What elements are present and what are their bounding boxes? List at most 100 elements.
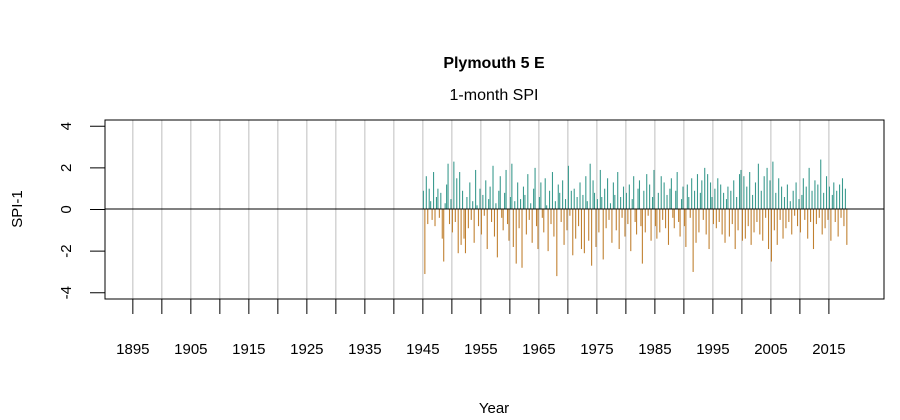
spi-bar xyxy=(769,180,771,210)
spi-bar xyxy=(547,209,549,252)
spi-bar xyxy=(520,199,522,210)
spi-bar xyxy=(459,172,461,210)
spi-bar xyxy=(530,203,532,210)
spi-bar xyxy=(517,182,519,210)
spi-bar xyxy=(657,192,659,210)
spi-bar xyxy=(493,209,496,237)
spi-bar xyxy=(720,184,722,210)
spi-bar xyxy=(476,205,478,210)
spi-bar xyxy=(646,174,648,210)
spi-bar xyxy=(451,209,453,233)
spi-bar xyxy=(609,203,612,210)
spi-bar xyxy=(553,209,555,237)
spi-bar xyxy=(714,188,716,210)
spi-bar xyxy=(660,176,662,210)
spi-bar xyxy=(538,197,540,210)
spi-bar xyxy=(759,209,761,235)
spi-bar xyxy=(456,178,458,210)
spi-bar xyxy=(522,186,525,210)
spi-bar xyxy=(638,180,641,210)
spi-bar xyxy=(833,182,835,210)
spi-bar xyxy=(541,209,543,218)
spi-bar xyxy=(612,182,614,210)
spi-bar xyxy=(595,209,597,247)
spi-bar xyxy=(737,209,739,231)
spi-bar xyxy=(680,199,683,210)
spi-bar xyxy=(501,209,503,218)
spi-bar xyxy=(498,190,500,210)
spi-bar xyxy=(546,205,548,210)
spi-bar xyxy=(812,209,815,250)
spi-bar xyxy=(841,178,844,210)
spi-bar xyxy=(770,209,772,262)
spi-bar xyxy=(505,169,507,210)
spi-bar xyxy=(586,201,588,210)
spi-bar xyxy=(678,209,680,222)
spi-bar xyxy=(679,209,681,237)
spi-bar xyxy=(512,209,514,247)
y-axis: 4 2 0 -2 -4 xyxy=(58,122,105,299)
spi-bar xyxy=(560,209,562,222)
spi-bar xyxy=(821,209,823,235)
spi-bar xyxy=(563,209,565,245)
spi-bar xyxy=(801,194,803,210)
spi-bar xyxy=(712,209,714,225)
spi-bar xyxy=(694,190,696,210)
spi-bar xyxy=(659,209,661,233)
spi-bar xyxy=(549,190,551,210)
spi-bar xyxy=(834,209,836,222)
spi-bar xyxy=(564,199,567,210)
spi-bar xyxy=(437,188,439,210)
spi-bar xyxy=(750,209,752,245)
chart-subtitle: 1-month SPI xyxy=(450,87,539,104)
spi-bar xyxy=(491,209,493,222)
spi-bar xyxy=(486,209,488,250)
spi-bar xyxy=(514,201,516,210)
spi-bar xyxy=(844,188,846,210)
spi-bar xyxy=(559,192,561,210)
spi-bar xyxy=(524,194,526,210)
spi-bar xyxy=(669,188,671,210)
spi-bar xyxy=(585,176,587,210)
spi-bar xyxy=(760,190,762,210)
spi-bar xyxy=(708,209,710,250)
spi-bar xyxy=(724,209,726,243)
spi-bar xyxy=(566,209,568,231)
spi-bar xyxy=(778,178,780,210)
x-tick-label: 1925 xyxy=(290,341,323,358)
x-tick-label: 1915 xyxy=(232,341,265,358)
spi-bar xyxy=(460,209,462,245)
spi-bar xyxy=(485,180,487,210)
x-tick-label: 1985 xyxy=(638,341,671,358)
spi-bar xyxy=(752,194,754,210)
spi-bar xyxy=(441,209,443,239)
spi-bar xyxy=(475,169,477,210)
spi-bar xyxy=(792,190,794,210)
spi-bar xyxy=(767,209,770,250)
spi-bar xyxy=(836,190,838,210)
spi-bar xyxy=(641,209,643,264)
spi-bar xyxy=(785,209,787,229)
y-tick-label: 0 xyxy=(58,205,75,213)
spi-bar xyxy=(702,209,704,220)
spi-bar xyxy=(662,209,664,220)
spi-bar xyxy=(653,169,655,210)
spi-bar xyxy=(575,209,577,239)
spi-bar xyxy=(438,209,440,218)
spi-bar xyxy=(776,209,778,245)
spi-bar xyxy=(698,209,700,233)
spi-bar xyxy=(691,178,693,210)
spi-bar xyxy=(511,163,513,210)
spi-bar xyxy=(624,209,626,237)
spi-bar xyxy=(754,182,757,210)
spi-bar xyxy=(611,209,613,243)
spi-bar xyxy=(440,192,442,210)
x-tick-label: 1945 xyxy=(406,341,439,358)
spi-bar xyxy=(649,184,651,210)
spi-bar xyxy=(779,209,781,220)
spi-bar xyxy=(630,209,632,252)
spi-bar xyxy=(718,209,720,222)
spi-bar xyxy=(730,190,732,210)
spi-bar xyxy=(472,201,474,210)
spi-bar xyxy=(572,209,574,256)
